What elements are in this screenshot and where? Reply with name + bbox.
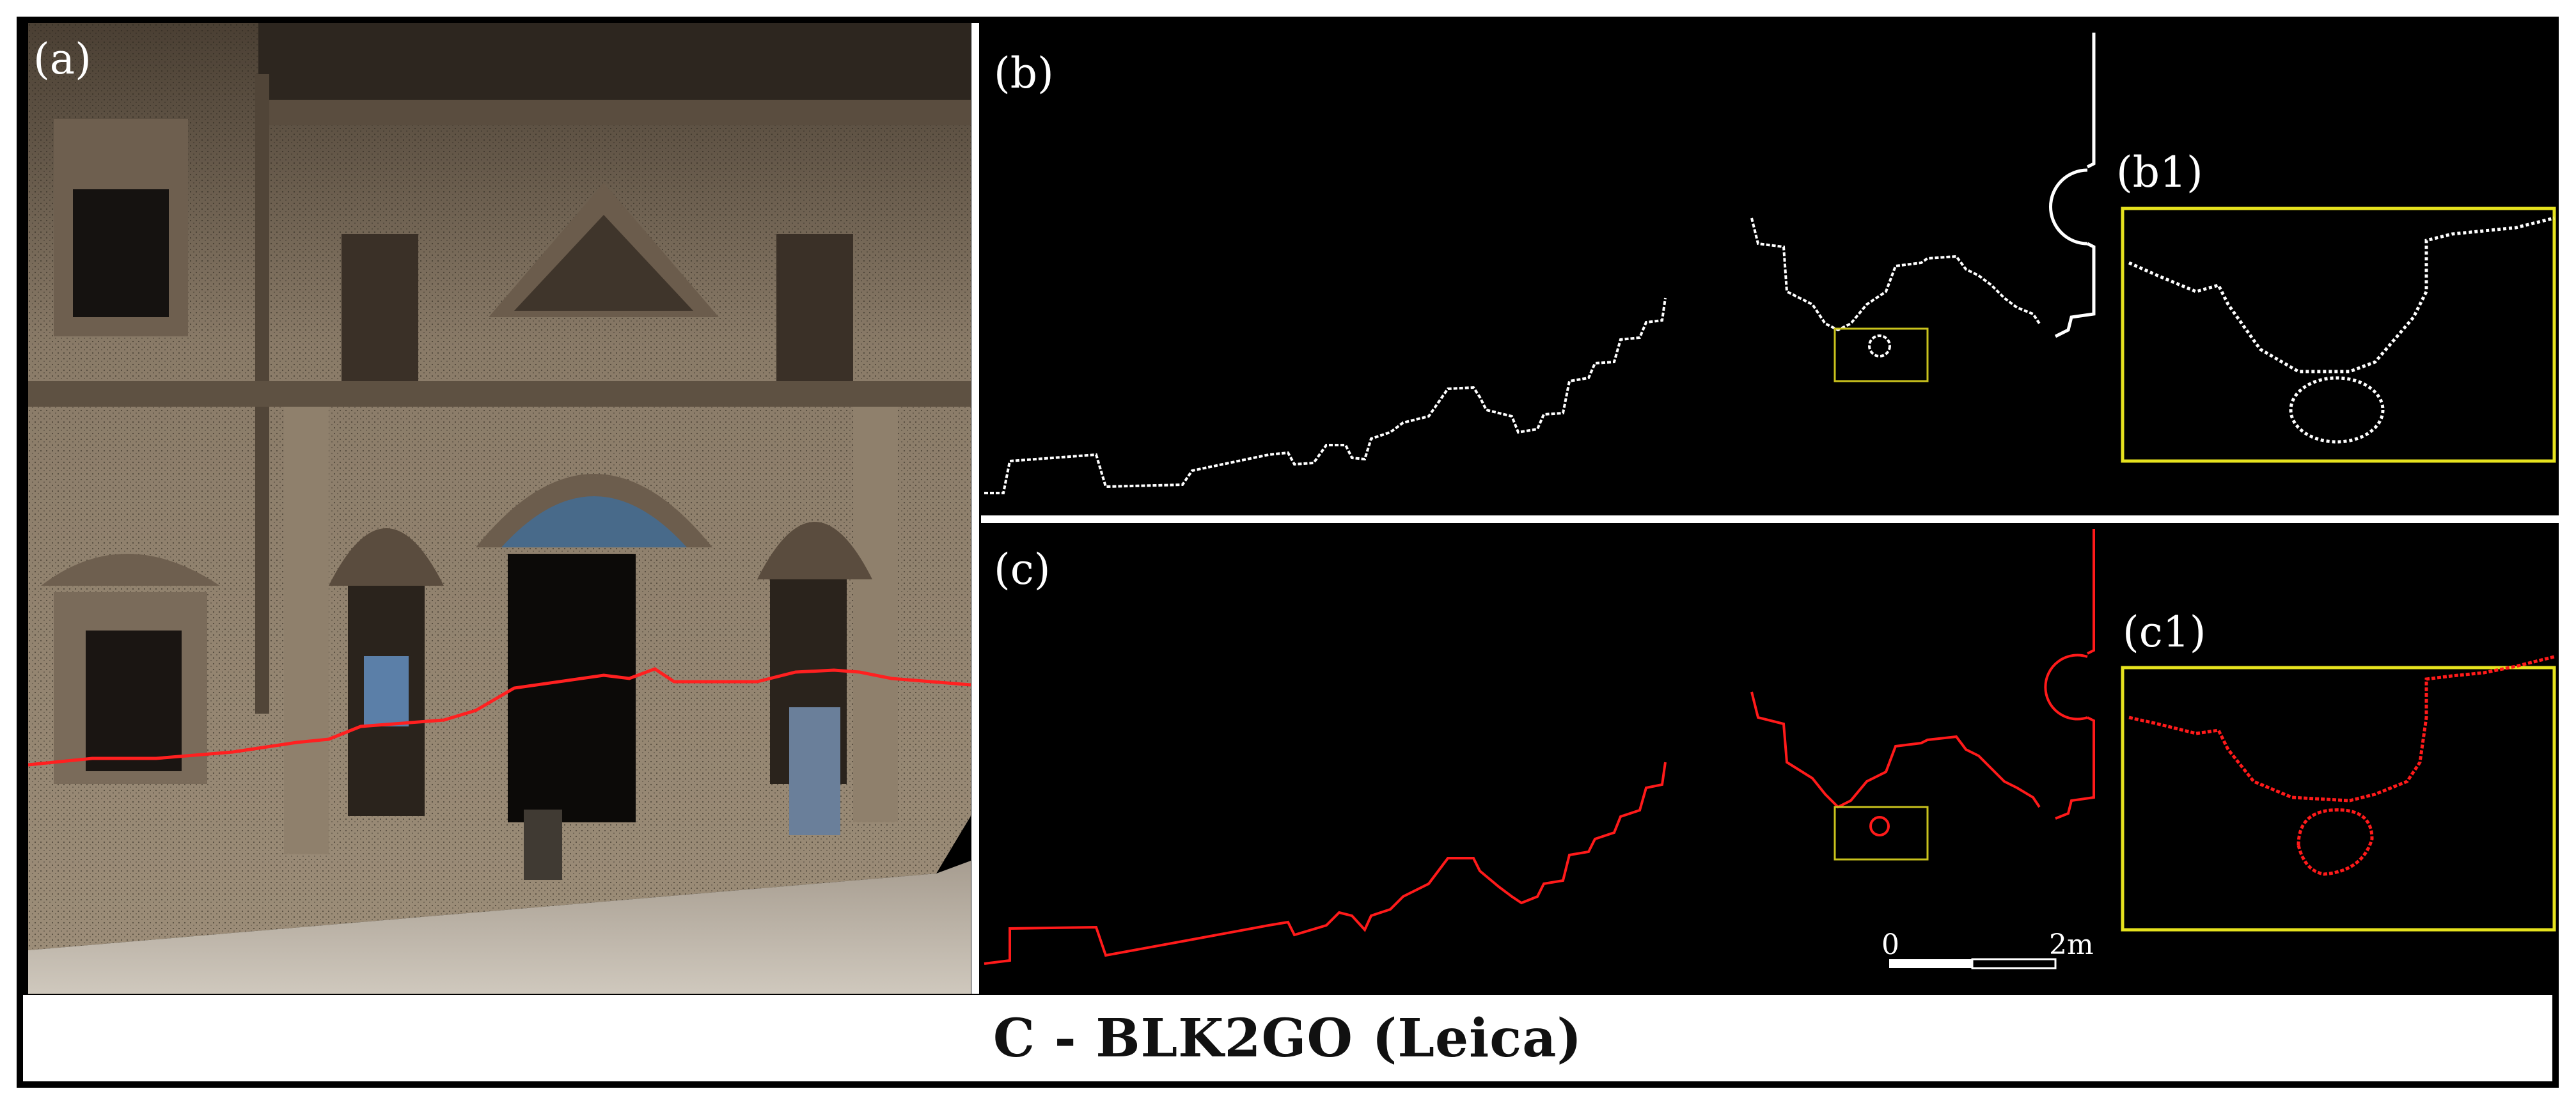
panel-label-c: (c): [994, 545, 1051, 594]
inset-c1-frame: [2121, 666, 2556, 932]
ground-window: [86, 631, 182, 771]
figure-caption-box: C - BLK2GO (Leica): [23, 995, 2552, 1081]
lunette-fresco: [501, 496, 687, 547]
panel-label-b: (b): [994, 49, 1054, 98]
panel-label-b1: (b1): [2116, 148, 2203, 197]
section-plot-red: 0 2m: [984, 529, 2556, 969]
wall-outline-red: [2087, 529, 2095, 655]
scale-start-label: 0: [1881, 929, 1899, 961]
section-pointcloud-panel: (b) (b1): [981, 23, 2559, 517]
scale-end-label: 2m: [2049, 929, 2094, 961]
inset-b1-column: [2289, 376, 2385, 444]
facade-render: [28, 23, 971, 994]
inset-c1-profile: [2128, 655, 2555, 803]
section-plot-white: [984, 33, 2556, 494]
column-base-red: [1869, 816, 1890, 836]
apse-red: [2044, 654, 2088, 721]
main-doorway: [508, 554, 636, 822]
facade-pointcloud-panel: (a): [28, 23, 971, 994]
section-profile-red-right: [1750, 691, 2041, 809]
horizontal-divider: [981, 515, 2559, 523]
panel-label-a: (a): [33, 35, 91, 84]
upper-window: [73, 189, 169, 317]
inset-b1-frame: [2121, 207, 2556, 463]
wall-outline-white: [2086, 33, 2096, 169]
section-line: [28, 667, 971, 767]
pavement: [28, 861, 971, 994]
extracted-profile-panel: 0 2m (c) (c1): [981, 526, 2559, 994]
section-profile-white-right: [1750, 217, 2041, 332]
inset-frame-c: [1834, 806, 1929, 861]
vertical-divider: [971, 23, 979, 994]
section-profile-red-left: [984, 762, 1667, 965]
figure-frame: (a) (b) (b1): [17, 17, 2559, 1088]
scale-bar: 0 2m: [1881, 929, 2094, 969]
section-profile-white-left: [984, 297, 1667, 494]
inset-frame-b: [1834, 327, 1929, 382]
inset-c1-column: [2297, 808, 2374, 876]
figure-caption: C - BLK2GO (Leica): [993, 1007, 1583, 1069]
panel-label-c1: (c1): [2123, 607, 2206, 657]
inset-b1-profile: [2128, 216, 2555, 373]
column-base-white: [1868, 334, 1891, 357]
apse-white: [2049, 168, 2088, 246]
